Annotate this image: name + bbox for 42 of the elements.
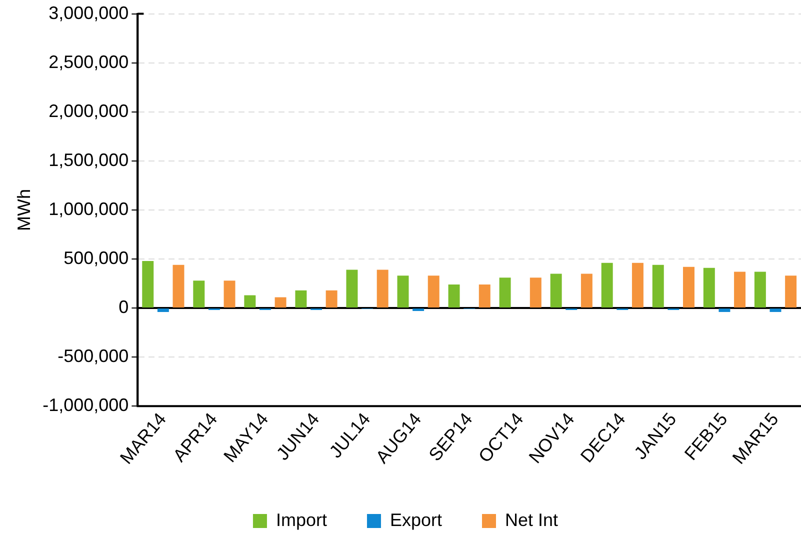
y-tick-label: 2,000,000 xyxy=(48,100,129,121)
bar xyxy=(478,284,490,308)
bar xyxy=(157,308,169,312)
y-tick-label: 0 xyxy=(118,297,129,318)
bar xyxy=(499,278,511,308)
bar xyxy=(346,270,358,308)
bar xyxy=(295,290,307,308)
bar xyxy=(274,297,286,308)
bar xyxy=(703,268,715,308)
legend-label: Net Int xyxy=(505,510,558,530)
bar xyxy=(683,266,694,308)
bar xyxy=(172,264,184,308)
legend-label: Import xyxy=(276,510,327,530)
y-tick-label: 1,000,000 xyxy=(48,198,129,219)
y-tick-label: 1,500,000 xyxy=(48,150,129,170)
bar xyxy=(718,308,730,312)
bar xyxy=(224,280,236,308)
bar xyxy=(244,295,256,308)
bar xyxy=(397,276,409,308)
bar xyxy=(376,270,388,308)
bar xyxy=(142,260,154,308)
bar xyxy=(530,278,542,308)
y-tick-label: -1,000,000 xyxy=(42,395,129,416)
bar xyxy=(580,274,592,308)
bar xyxy=(550,274,562,308)
bar xyxy=(770,308,782,312)
y-tick-label: 3,000,000 xyxy=(48,2,129,23)
bar xyxy=(326,290,338,308)
bar xyxy=(785,276,797,308)
bar xyxy=(734,272,746,308)
bar xyxy=(601,262,613,308)
bar xyxy=(428,276,440,308)
y-tick-label: -500,000 xyxy=(58,346,129,366)
bar xyxy=(632,262,644,308)
y-tick-label: 2,500,000 xyxy=(48,52,129,72)
bar xyxy=(754,272,766,308)
bar xyxy=(448,284,460,308)
legend-label: Export xyxy=(390,510,442,530)
y-tick-label: 500,000 xyxy=(64,248,129,268)
bar xyxy=(193,280,205,308)
y-axis-title: MWh xyxy=(14,188,34,231)
bar xyxy=(652,264,664,308)
